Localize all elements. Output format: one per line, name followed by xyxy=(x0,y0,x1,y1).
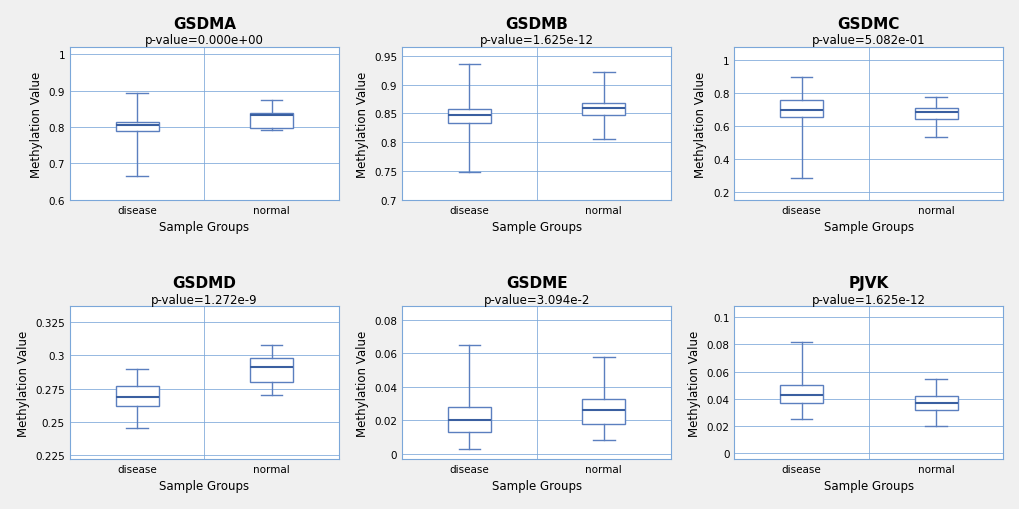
X-axis label: Sample Groups: Sample Groups xyxy=(159,479,250,492)
PathPatch shape xyxy=(780,101,822,118)
PathPatch shape xyxy=(115,122,159,131)
Y-axis label: Methylation Value: Methylation Value xyxy=(356,71,368,177)
PathPatch shape xyxy=(582,399,625,424)
Title: PJVK: PJVK xyxy=(848,275,889,290)
Text: p-value=1.625e-12: p-value=1.625e-12 xyxy=(479,34,593,47)
PathPatch shape xyxy=(447,407,490,432)
Text: p-value=1.625e-12: p-value=1.625e-12 xyxy=(811,293,925,306)
PathPatch shape xyxy=(914,397,957,410)
PathPatch shape xyxy=(914,108,957,119)
Y-axis label: Methylation Value: Methylation Value xyxy=(356,330,368,436)
Y-axis label: Methylation Value: Methylation Value xyxy=(16,330,30,436)
Text: p-value=3.094e-2: p-value=3.094e-2 xyxy=(483,293,589,306)
X-axis label: Sample Groups: Sample Groups xyxy=(823,221,913,234)
Y-axis label: Methylation Value: Methylation Value xyxy=(30,71,43,177)
Text: p-value=1.272e-9: p-value=1.272e-9 xyxy=(151,293,258,306)
Title: GSDMC: GSDMC xyxy=(837,17,899,32)
Y-axis label: Methylation Value: Methylation Value xyxy=(687,330,700,436)
PathPatch shape xyxy=(582,104,625,115)
X-axis label: Sample Groups: Sample Groups xyxy=(823,479,913,492)
PathPatch shape xyxy=(115,386,159,406)
PathPatch shape xyxy=(780,385,822,403)
Text: p-value=0.000e+00: p-value=0.000e+00 xyxy=(145,34,264,47)
X-axis label: Sample Groups: Sample Groups xyxy=(159,221,250,234)
PathPatch shape xyxy=(447,109,490,124)
PathPatch shape xyxy=(250,358,292,382)
Title: GSDMA: GSDMA xyxy=(172,17,235,32)
X-axis label: Sample Groups: Sample Groups xyxy=(491,479,581,492)
X-axis label: Sample Groups: Sample Groups xyxy=(491,221,581,234)
Title: GSDME: GSDME xyxy=(505,275,567,290)
Title: GSDMD: GSDMD xyxy=(172,275,236,290)
Title: GSDMB: GSDMB xyxy=(504,17,568,32)
PathPatch shape xyxy=(250,114,292,129)
Text: p-value=5.082e-01: p-value=5.082e-01 xyxy=(811,34,924,47)
Y-axis label: Methylation Value: Methylation Value xyxy=(694,71,707,177)
